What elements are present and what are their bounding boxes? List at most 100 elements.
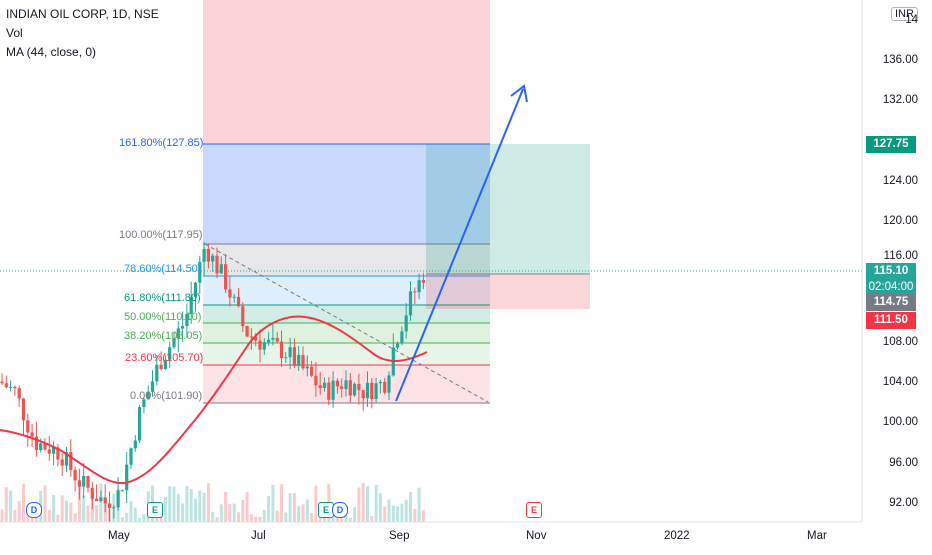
candle-body [56, 447, 60, 460]
fib-level-label: 50.00%(110.10) [124, 311, 202, 323]
earnings-event-marker[interactable]: E [147, 502, 163, 518]
volume-bar [383, 506, 387, 522]
volume-bar [241, 500, 245, 522]
volume-bar [280, 484, 283, 522]
volume-bar [254, 516, 258, 522]
volume-bar [163, 496, 167, 522]
volume-bar [138, 517, 142, 522]
candle-body [69, 451, 73, 470]
volume-bar [47, 509, 51, 522]
candle-body [322, 382, 327, 389]
candle-body [129, 448, 133, 465]
volume-bar [133, 507, 137, 522]
candle-body [146, 391, 150, 400]
dividend-event-marker[interactable]: D [332, 502, 348, 518]
symbol-title[interactable]: INDIAN OIL CORP, 1D, NSE [6, 7, 159, 21]
price-axis-label: 120.00 [882, 215, 918, 227]
volume-bar [198, 490, 202, 522]
earnings-event-marker[interactable]: E [526, 502, 542, 518]
fib-zone-786 [203, 276, 490, 305]
volume-bar [361, 483, 365, 522]
volume-bar [9, 490, 13, 522]
candle-body [21, 398, 26, 421]
price-axis-label: 100.00 [882, 416, 918, 428]
candle-body [327, 382, 331, 400]
volume-bar [378, 493, 382, 522]
candle-body [52, 447, 56, 454]
fib-zone-161 [203, 144, 490, 244]
target-price-value: 127.75 [873, 138, 909, 150]
dividend-event-marker[interactable]: D [26, 502, 42, 518]
volume-bar [211, 512, 215, 522]
stop-price-value: 111.50 [874, 314, 908, 326]
volume-bar [26, 511, 30, 522]
candle-body [292, 347, 296, 366]
volume-bar [206, 483, 210, 522]
volume-bar [391, 505, 395, 522]
candle-body [310, 366, 314, 376]
ma-price-value: 114.75 [873, 296, 909, 308]
ma-indicator-label[interactable]: MA (44, close, 0) [6, 45, 97, 59]
candle-body [288, 347, 292, 358]
long-position-loss-zone [426, 274, 590, 309]
time-axis-label: Jul [251, 530, 266, 542]
candle-body [43, 443, 47, 450]
candle-body [421, 280, 425, 283]
bar-countdown: 02:04:00 [868, 281, 914, 293]
price-axis-label: 104.00 [882, 376, 918, 388]
volume-bar [73, 513, 77, 522]
candle-body [357, 383, 361, 391]
price-axis-background[interactable] [862, 0, 932, 522]
volume-bar [142, 514, 146, 522]
fib-zone-50 [203, 323, 490, 343]
volume-bar [194, 498, 197, 522]
volume-bar [99, 483, 103, 522]
volume-bar [387, 499, 391, 522]
candle-body [125, 464, 129, 491]
volume-bar [421, 510, 425, 522]
volume-bar [310, 513, 314, 522]
volume-bar [60, 495, 64, 522]
volume-bar [318, 514, 322, 522]
volume-bar [258, 516, 262, 522]
volume-bar [404, 499, 408, 522]
time-axis-label: Mar [807, 530, 827, 542]
volume-bar [185, 485, 189, 522]
volume-bar [168, 486, 172, 522]
candle-body [228, 289, 232, 298]
volume-bar [232, 503, 236, 522]
candle-body [77, 480, 81, 487]
time-axis-label: 2022 [664, 530, 690, 542]
fib-level-label: 61.80%(111.80) [124, 292, 201, 304]
moving-average-line [0, 315, 428, 485]
volume-bar [314, 485, 318, 522]
volume-bar [159, 515, 163, 522]
candle-body [305, 366, 309, 369]
target-price-tag: 127.75 [866, 136, 916, 153]
volume-bar [172, 486, 176, 522]
volume-indicator-label[interactable]: Vol [6, 26, 23, 40]
price-axis-label: 116.00 [883, 250, 918, 262]
fib-extension-top-zone [203, 0, 490, 144]
candle-body [73, 469, 77, 481]
volume-bar [22, 484, 25, 522]
volume-bar [267, 496, 271, 522]
volume-bar [120, 517, 124, 522]
candle-body [116, 490, 120, 508]
fib-level-label: 23.60%(105.70) [125, 352, 204, 364]
volume-bar [82, 495, 86, 522]
volume-bar [305, 499, 309, 522]
volume-bar [43, 485, 47, 522]
volume-bar [69, 502, 73, 522]
volume-bar [0, 509, 4, 522]
candle-body [279, 341, 284, 359]
last-price-value: 115.10 [873, 265, 909, 277]
candle-body [404, 315, 408, 332]
volume-bar [284, 512, 288, 522]
fib-level-label: 38.20%(108.05) [124, 330, 203, 342]
currency-badge[interactable]: INR [891, 7, 918, 21]
candle-body [90, 487, 94, 499]
candle-body [172, 338, 176, 348]
